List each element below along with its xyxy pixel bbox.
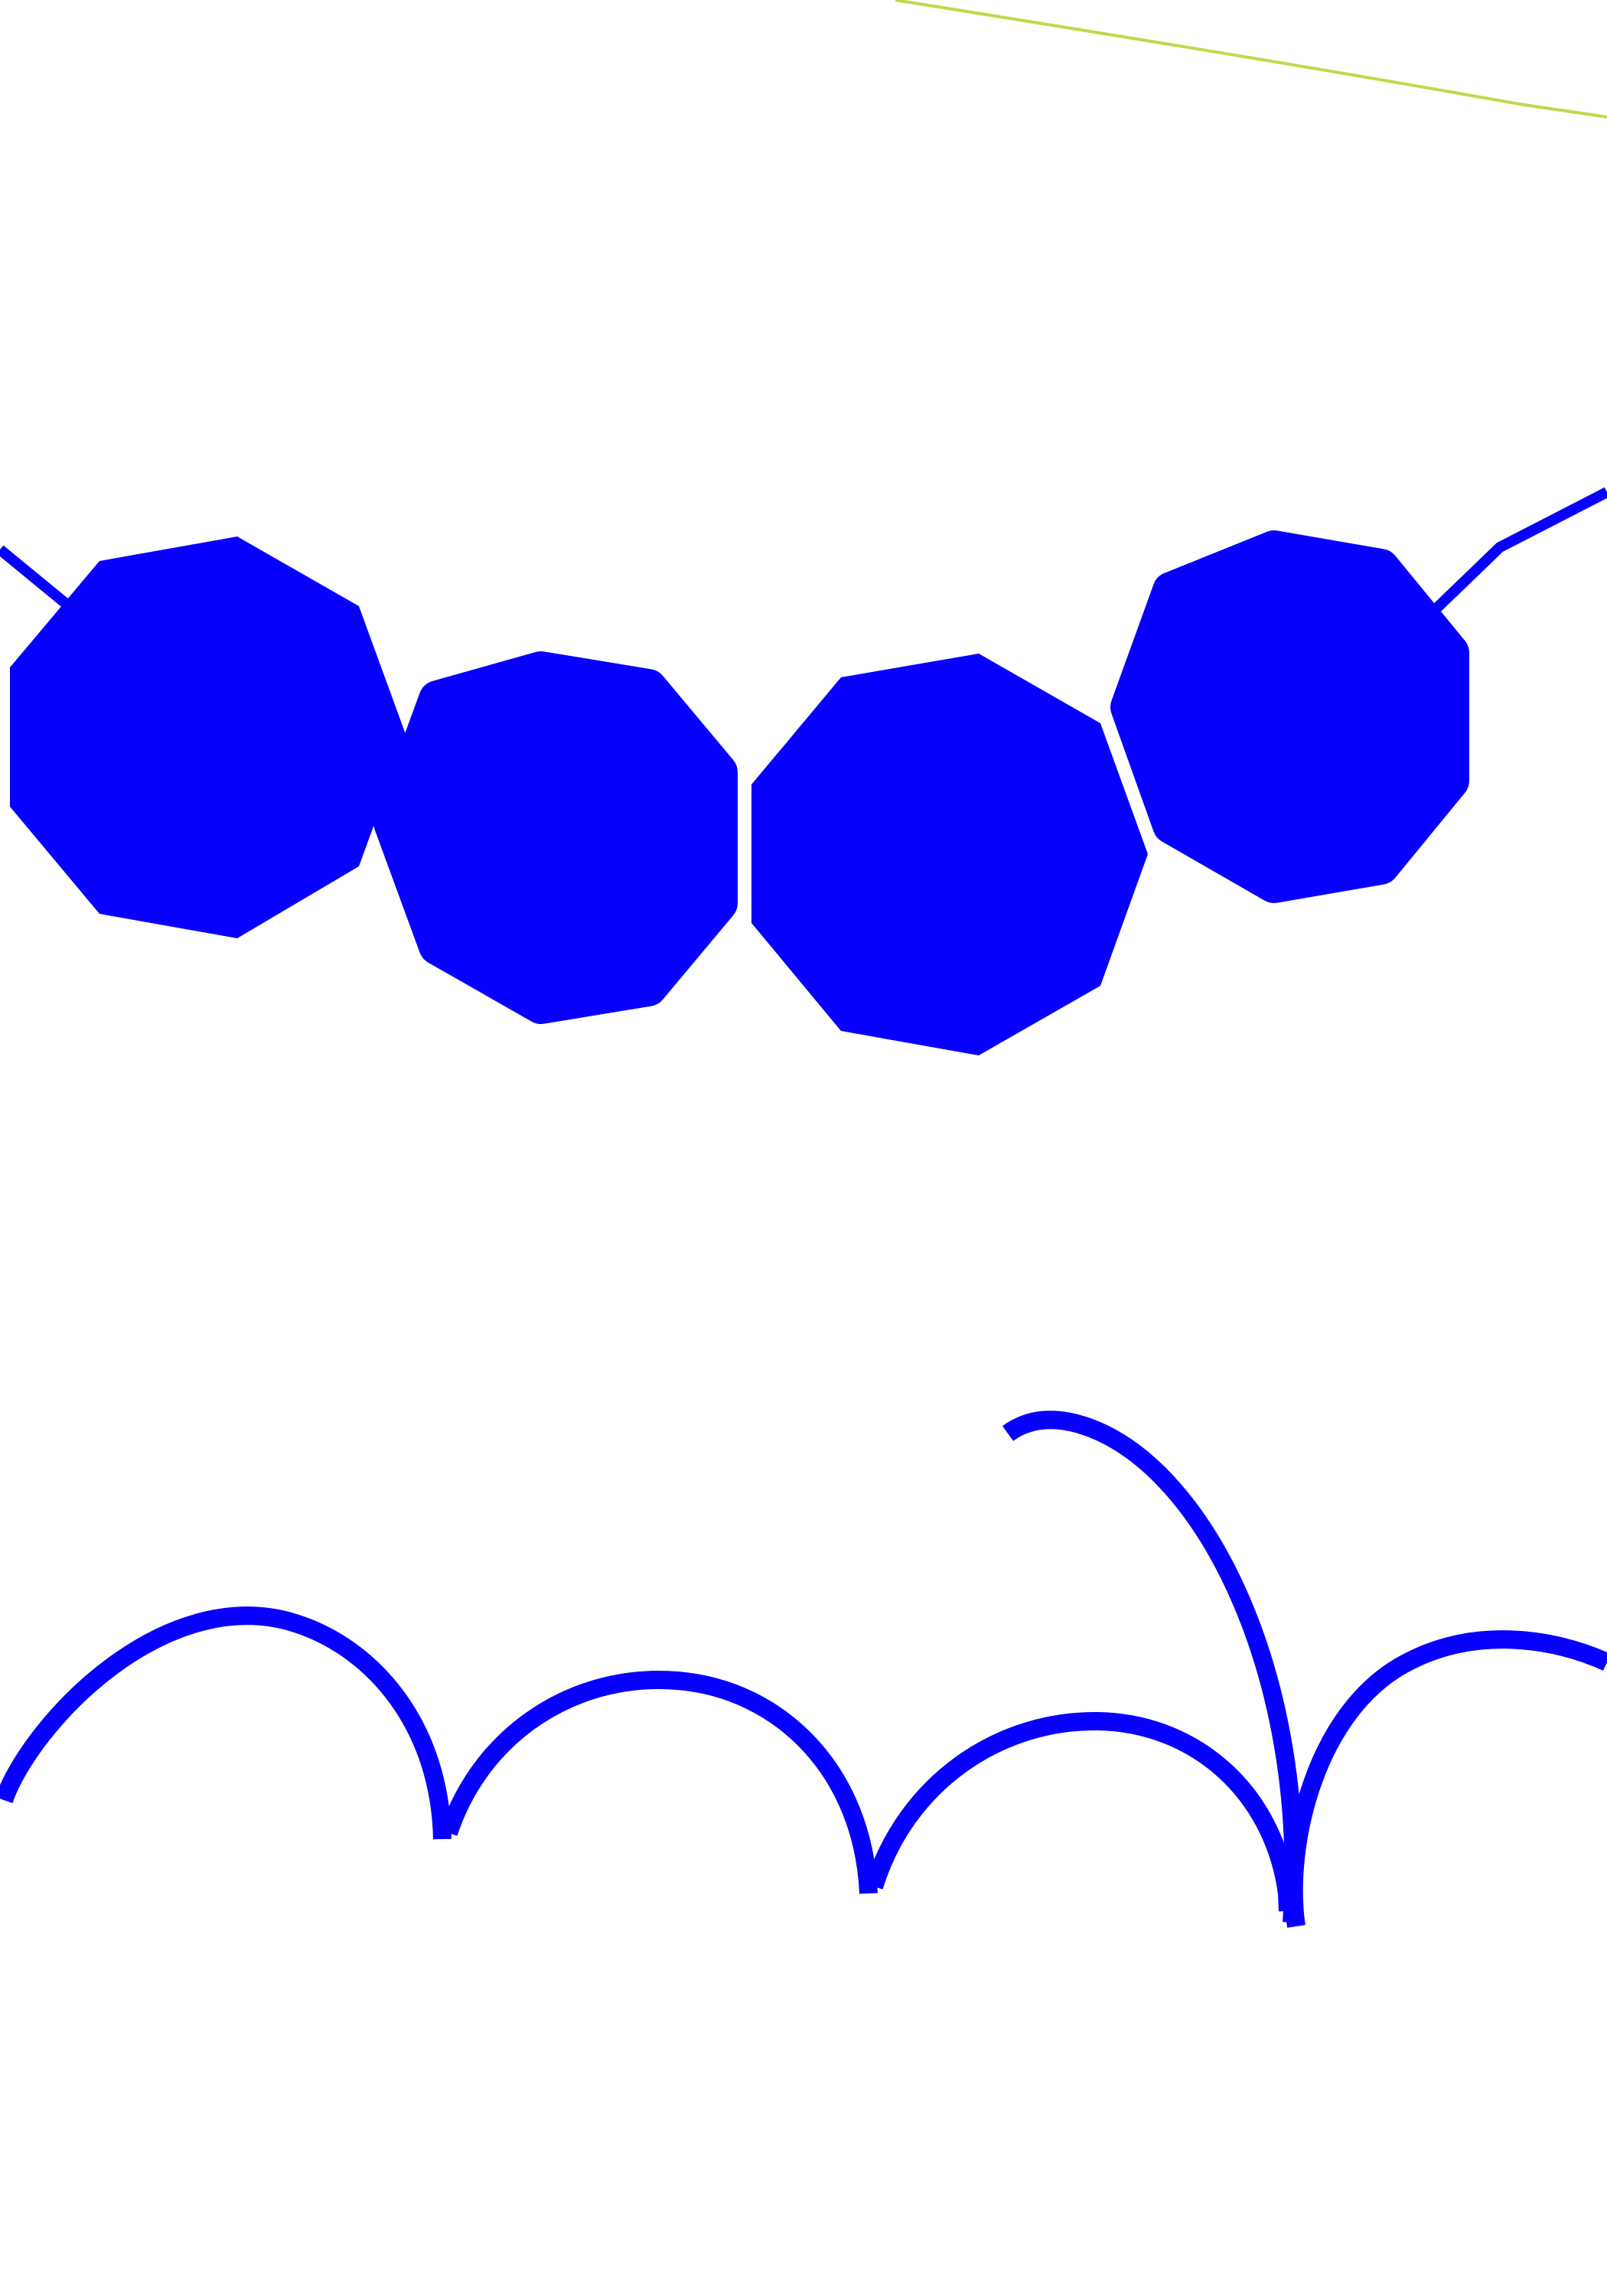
scallop-arc-2: [439, 1671, 878, 1894]
tall-loop: [1002, 1411, 1303, 1923]
scallop-arc-1: [0, 1606, 451, 1840]
nonagon-4: [1110, 530, 1469, 903]
connector-right: [1431, 487, 1607, 615]
nonagon-2: [373, 651, 738, 1024]
scallop-arc-3: [865, 1711, 1297, 1912]
nonagon-1: [10, 536, 406, 938]
connector-left: [0, 545, 77, 614]
scallop-line: [0, 1411, 1607, 1928]
nonagon-3: [751, 654, 1148, 1055]
accent-line-top: [895, 0, 1607, 119]
scallop-arc-4: [1284, 1630, 1607, 1928]
